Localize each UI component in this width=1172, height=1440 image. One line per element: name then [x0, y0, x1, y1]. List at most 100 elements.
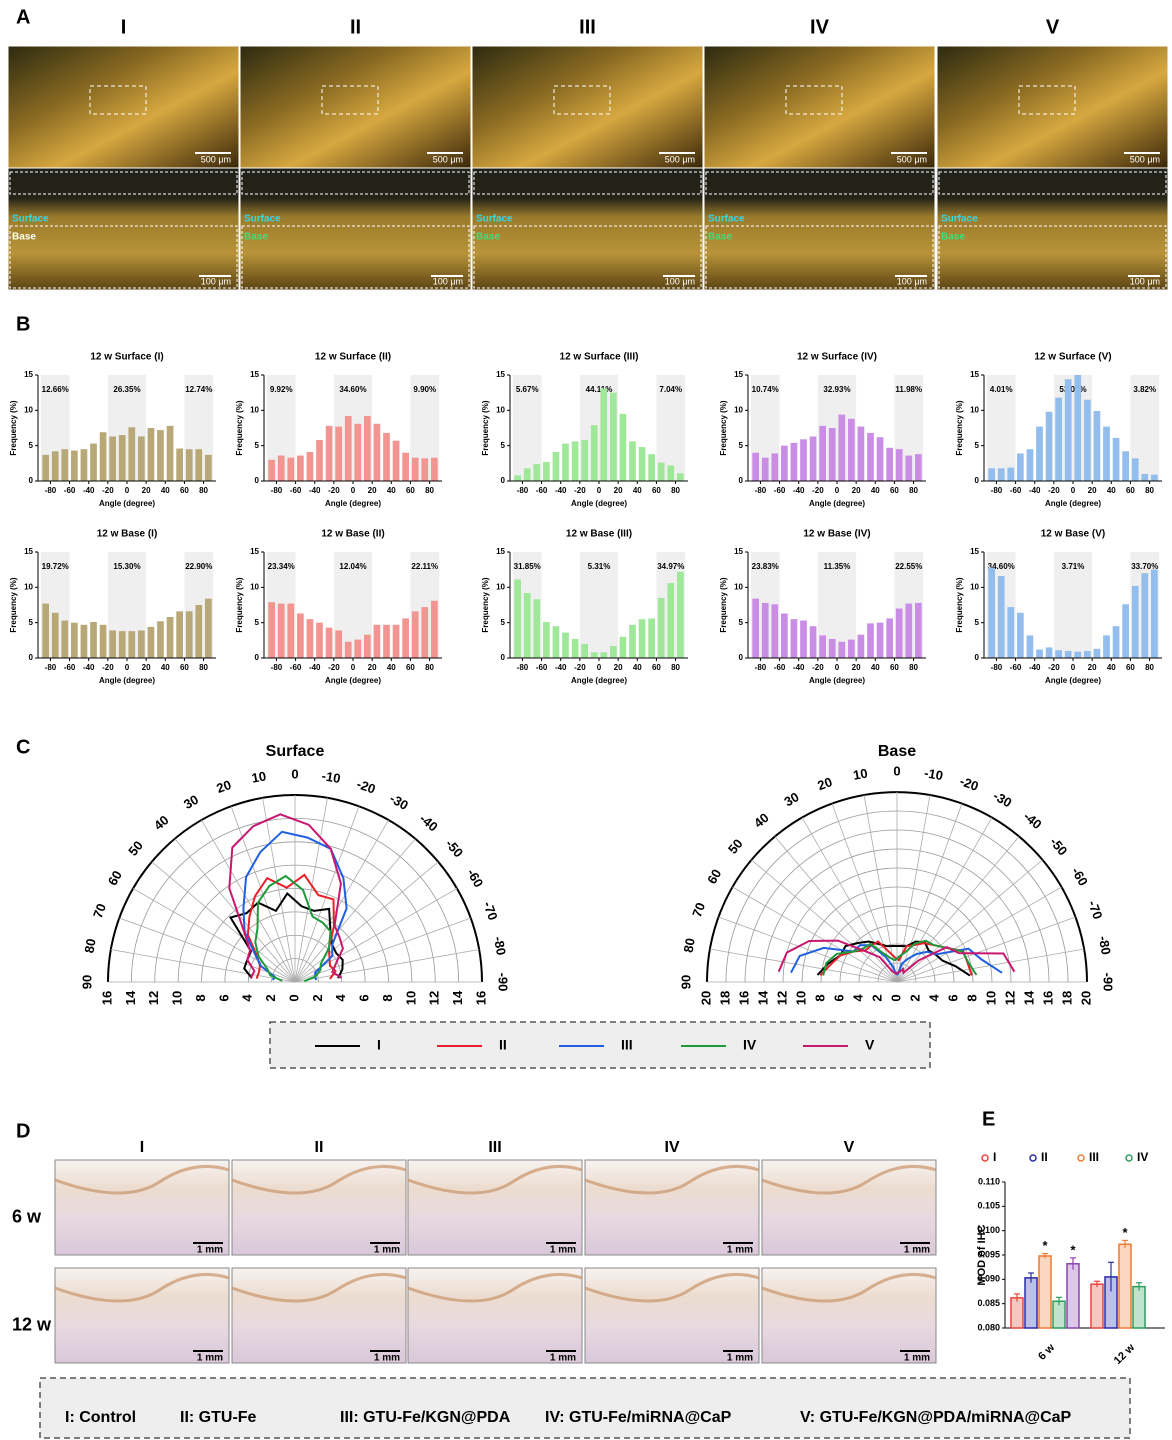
surface-box — [705, 171, 934, 195]
bar — [581, 440, 588, 481]
bar — [1093, 648, 1101, 658]
theta-tick-label: 30 — [181, 792, 201, 812]
y-tick-label: 10 — [24, 582, 33, 591]
x-tick-label: -80 — [271, 663, 283, 672]
theta-tick-label: -20 — [355, 776, 378, 797]
y-tick-label: 5 — [29, 441, 34, 450]
bar — [71, 622, 78, 658]
y-axis-title: Frequency (%) — [235, 577, 244, 632]
bar — [1084, 399, 1091, 481]
legend-label: I — [377, 1037, 381, 1053]
surface-box — [9, 171, 238, 195]
scale-label: 100 μm — [1130, 276, 1160, 286]
theta-tick-label: 60 — [704, 866, 724, 886]
panel-label: C — [16, 736, 30, 758]
x-tick-label: 0 — [835, 663, 840, 672]
y-tick-label: 10 — [970, 405, 979, 414]
grid-spoke — [294, 861, 439, 983]
y-axis-title: Frequency (%) — [481, 400, 490, 455]
x-tick-label: -20 — [328, 663, 340, 672]
x-axis-title: Angle (degree) — [99, 676, 155, 685]
base-label: Base — [708, 232, 732, 243]
grid-spoke — [831, 803, 898, 983]
group-definition: IV: GTU-Fe/miRNA@CaP — [545, 1409, 732, 1426]
bar — [914, 602, 922, 658]
y-axis-title: Frequency (%) — [955, 400, 964, 455]
r-tick-label: 10 — [403, 991, 418, 1005]
bar — [1017, 453, 1024, 481]
zoom-box — [89, 85, 147, 115]
grid-spoke — [896, 916, 1076, 983]
surface-box — [938, 171, 1167, 195]
significance: * — [1070, 1242, 1076, 1257]
y-tick-label: 0 — [29, 476, 34, 485]
surface-box — [241, 171, 470, 195]
theta-tick-label: -70 — [480, 899, 501, 922]
bar — [523, 592, 531, 658]
bar — [667, 465, 675, 481]
bar — [157, 621, 164, 658]
region-percent: 22.11% — [411, 562, 438, 571]
region-percent: 3.82% — [1133, 385, 1156, 394]
bar — [176, 611, 183, 658]
series-line — [242, 830, 348, 981]
x-tick-label: -60 — [774, 486, 786, 495]
x-tick-label: 80 — [1145, 486, 1154, 495]
micrograph — [936, 45, 1169, 169]
bar — [857, 426, 865, 481]
bar — [1112, 626, 1120, 658]
x-tick-label: 40 — [161, 486, 170, 495]
r-tick-label: 16 — [473, 991, 488, 1005]
grid-spoke — [896, 817, 993, 983]
y-tick-label: 5 — [501, 618, 506, 627]
y-tick-label: 5 — [255, 618, 260, 627]
bar — [90, 443, 97, 481]
bar — [421, 607, 429, 658]
bar — [905, 455, 913, 481]
bar — [80, 624, 88, 658]
bar — [600, 652, 608, 658]
x-tick-label: -60 — [1010, 486, 1022, 495]
r-tick-label: 10 — [983, 991, 998, 1005]
r-tick-label: 14 — [123, 990, 138, 1005]
bar — [402, 618, 409, 658]
legend-label: II — [499, 1037, 507, 1053]
x-tick-label: -60 — [290, 663, 302, 672]
bar — [306, 619, 314, 658]
x-tick-label: 0 — [351, 486, 356, 495]
bar — [790, 442, 798, 481]
theta-tick-label: -80 — [491, 935, 509, 956]
chart-title: 12 w Base (II) — [321, 529, 384, 540]
bar — [657, 597, 665, 658]
bar — [392, 624, 400, 658]
r-tick-label: 8 — [964, 994, 979, 1001]
theta-tick-label: 30 — [781, 789, 801, 809]
r-tick-label: 20 — [1078, 991, 1093, 1005]
bar — [988, 468, 996, 481]
legend-marker — [1029, 1154, 1037, 1162]
bar — [543, 621, 550, 658]
tissue-edge — [54, 1164, 230, 1195]
bar — [287, 603, 295, 658]
y-tick-label: 0.085 — [977, 1298, 1000, 1308]
region-percent: 22.90% — [185, 562, 212, 571]
bar — [1007, 607, 1015, 658]
grid-spoke — [294, 806, 360, 983]
bar — [297, 455, 304, 481]
y-tick-label: 15 — [250, 547, 259, 556]
x-tick-label: -40 — [555, 486, 567, 495]
theta-tick-label: 70 — [689, 900, 708, 919]
bar — [109, 630, 116, 658]
x-tick-label: -80 — [45, 663, 57, 672]
bar — [1066, 1263, 1080, 1329]
bar — [1132, 1285, 1146, 1329]
x-tick-label: 80 — [671, 663, 680, 672]
column-header: II — [350, 16, 361, 38]
bar — [1038, 1255, 1052, 1329]
legend-label: IV — [1137, 1150, 1148, 1164]
grid-spoke — [294, 819, 389, 983]
r-tick-label: 8 — [812, 994, 827, 1001]
x-tick-label: -80 — [517, 663, 529, 672]
bar — [99, 432, 107, 481]
bar — [761, 602, 769, 658]
